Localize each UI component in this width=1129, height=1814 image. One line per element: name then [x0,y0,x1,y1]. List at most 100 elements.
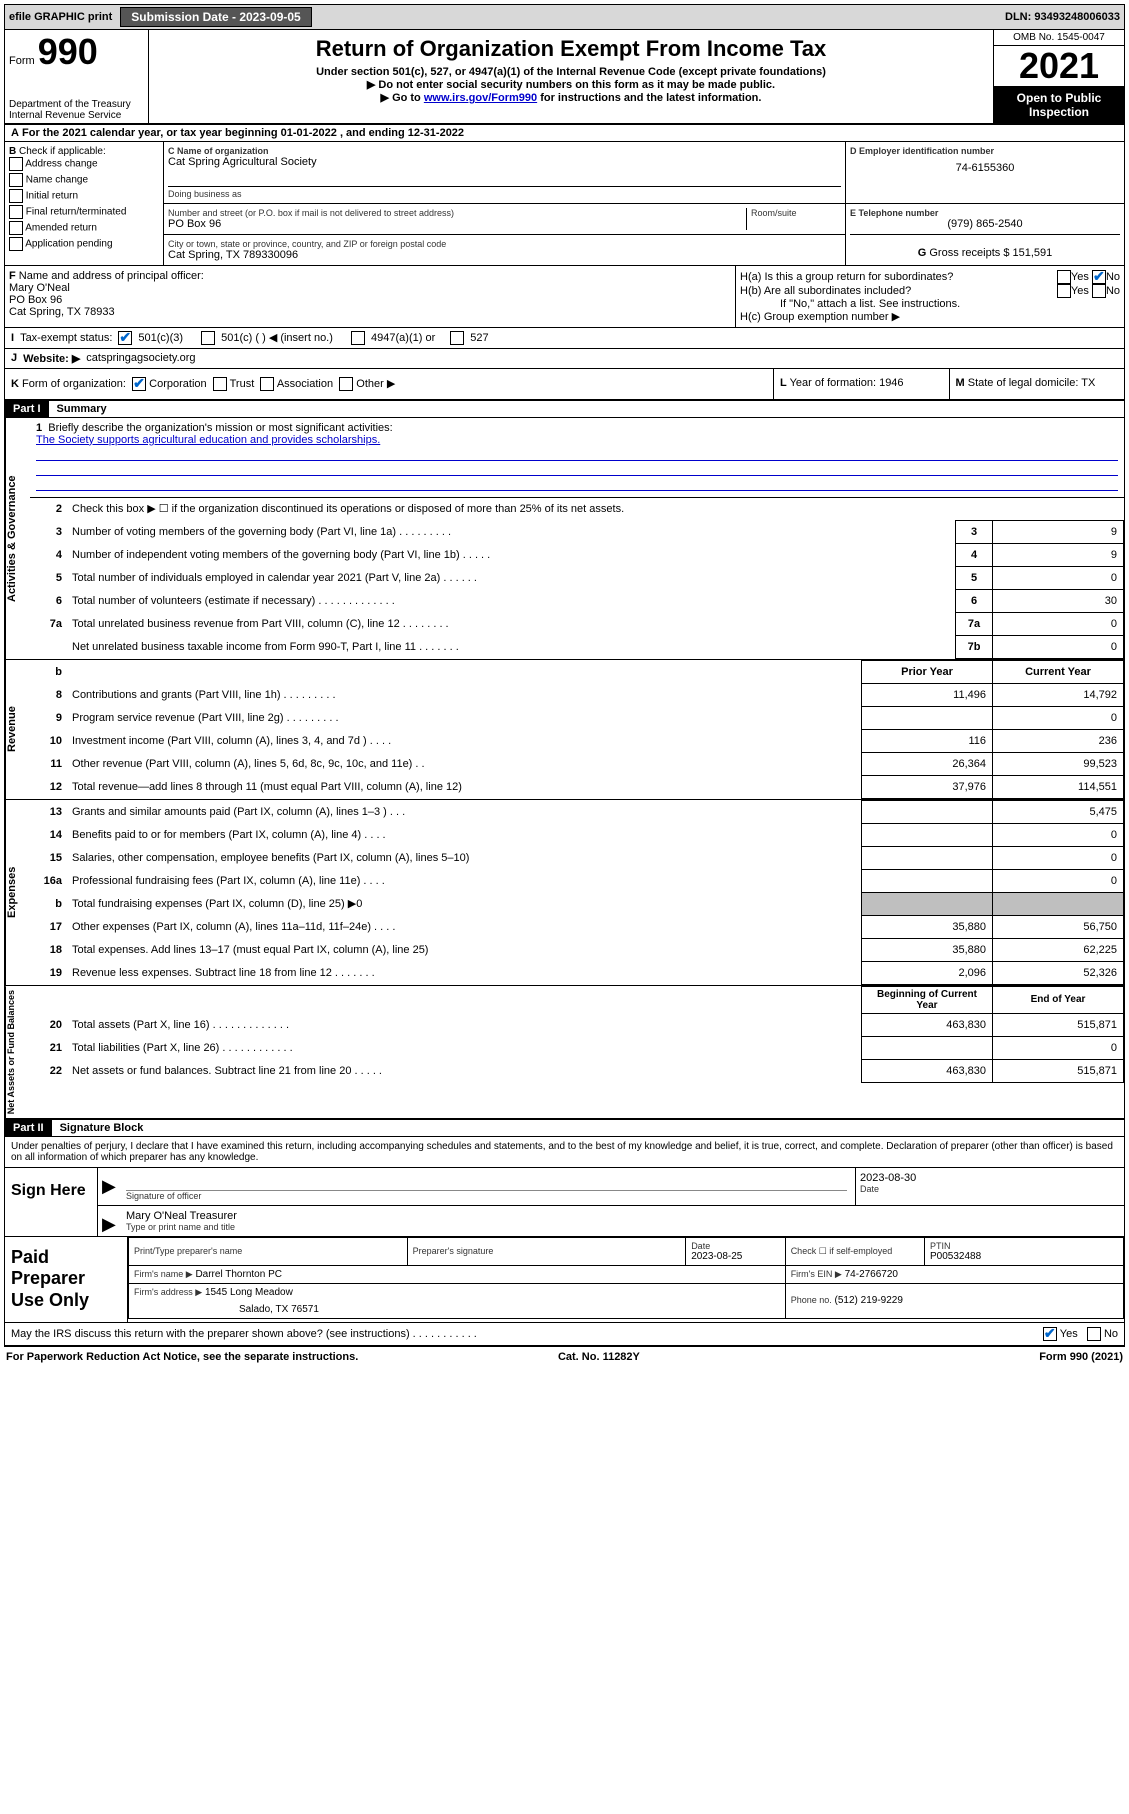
gross-receipts: Gross receipts $ 151,591 [929,247,1052,259]
vtab-revenue: Revenue [5,660,30,799]
irs-link[interactable]: www.irs.gov/Form990 [424,92,537,104]
preparer-table: Print/Type preparer's name Preparer's si… [128,1237,1124,1319]
cb-initial-return[interactable]: Initial return [9,189,159,203]
table-row: 17Other expenses (Part IX, column (A), l… [30,915,1124,938]
table-row: 13Grants and similar amounts paid (Part … [30,800,1124,823]
officer-sig-cell: Signature of officer [122,1168,855,1205]
form-prefix: Form [9,55,35,67]
discuss-yes[interactable] [1043,1327,1057,1341]
table-row: 14Benefits paid to or for members (Part … [30,823,1124,846]
cb-address-change[interactable]: Address change [9,157,159,171]
cb-application-pending[interactable]: Application pending [9,237,159,251]
table-row: 11Other revenue (Part VIII, column (A), … [30,752,1124,775]
street-value: PO Box 96 [168,218,746,230]
form-title-block: Return of Organization Exempt From Incom… [149,30,994,123]
cb-527[interactable] [450,331,464,345]
dba-label: Doing business as [168,189,841,199]
form-id-block: Form 990 Department of the Treasury Inte… [5,30,149,123]
mission-link[interactable]: The Society supports agricultural educat… [36,434,380,446]
tax-year: 2021 [994,46,1124,87]
ein-value: 74-6155360 [850,156,1120,180]
row-klm: K Form of organization: Corporation Trus… [4,369,1125,401]
submission-date-button[interactable]: Submission Date - 2023-09-05 [120,7,311,27]
cb-other[interactable] [339,377,353,391]
firm-addr2: Salado, TX 76571 [129,1301,786,1319]
table-row: 19Revenue less expenses. Subtract line 1… [30,961,1124,984]
cb-corp[interactable] [132,377,146,391]
hb-yes[interactable] [1057,284,1071,298]
section-officer-group: F Name and address of principal officer:… [4,266,1125,328]
table-row: 21Total liabilities (Part X, line 26) . … [30,1036,1124,1059]
cb-trust[interactable] [213,377,227,391]
expenses-section: Expenses 13Grants and similar amounts pa… [4,800,1125,986]
part2-label: Part II [5,1120,52,1136]
preparer-label: Paid Preparer Use Only [5,1237,128,1322]
vtab-governance: Activities & Governance [5,418,30,659]
group-return: H(a) Is this a group return for subordin… [736,266,1124,327]
cb-amended-return[interactable]: Amended return [9,221,159,235]
expenses-table: 13Grants and similar amounts paid (Part … [30,800,1124,985]
table-row: 15Salaries, other compensation, employee… [30,846,1124,869]
ha-yes[interactable] [1057,270,1071,284]
table-row: 4Number of independent voting members of… [30,543,1124,566]
subtitle-1: Under section 501(c), 527, or 4947(a)(1)… [157,66,985,78]
table-row: 16aProfessional fundraising fees (Part I… [30,869,1124,892]
vtab-expenses: Expenses [5,800,30,985]
table-row: Beginning of Current YearEnd of Year [30,986,1124,1013]
table-row: 6Total number of volunteers (estimate if… [30,589,1124,612]
open-to-public: Open to PublicInspection [994,87,1124,123]
street-label: Number and street (or P.O. box if mail i… [168,208,746,218]
discuss-no[interactable] [1087,1327,1101,1341]
form-990-footer: Form 990 (2021) [1039,1351,1123,1363]
cb-4947[interactable] [351,331,365,345]
cb-name-change[interactable]: Name change [9,173,159,187]
perjury-text: Under penalties of perjury, I declare th… [4,1137,1125,1168]
dept-treasury: Department of the Treasury [9,99,131,110]
sign-section: Sign Here ▶ Signature of officer 2023-08… [4,1168,1125,1237]
principal-officer: F Name and address of principal officer:… [5,266,736,327]
bottom-line: For Paperwork Reduction Act Notice, see … [4,1347,1125,1367]
cb-final-return[interactable]: Final return/terminated [9,205,159,219]
col-c-org-info: C Name of organization Cat Spring Agricu… [164,142,1124,265]
dln-text: DLN: 93493248006033 [1005,11,1120,23]
table-row: 2Check this box ▶ ☐ if the organization … [30,498,1124,521]
revenue-section: Revenue bPrior YearCurrent Year8Contribu… [4,660,1125,800]
sign-arrow-icon: ▶ [98,1168,122,1205]
city-value: Cat Spring, TX 789330096 [168,249,841,261]
firm-addr1: 1545 Long Meadow [205,1287,293,1298]
part2-title: Signature Block [52,1120,152,1136]
governance-section: Activities & Governance 1 Briefly descri… [4,418,1125,660]
table-row: 7aTotal unrelated business revenue from … [30,612,1124,635]
ein-cell: D Employer identification number 74-6155… [846,142,1124,203]
netassets-table: Beginning of Current YearEnd of Year20To… [30,986,1124,1083]
sign-here-label: Sign Here [5,1168,98,1236]
city-label: City or town, state or province, country… [168,239,841,249]
subtitle-3: ▶ Go to www.irs.gov/Form990 for instruct… [157,91,985,104]
right-contact: E Telephone number (979) 865-2540 G Gros… [845,204,1124,265]
revenue-table: bPrior YearCurrent Year8Contributions an… [30,660,1124,799]
cb-501c3[interactable] [118,331,132,345]
cb-assoc[interactable] [260,377,274,391]
cat-no: Cat. No. 11282Y [558,1351,640,1363]
phone-value: (979) 865-2540 [850,218,1120,230]
website-url: catspringagsociety.org [86,352,195,364]
firm-phone: (512) 219-9229 [835,1295,903,1306]
hb-no[interactable] [1092,284,1106,298]
efile-label: efile GRAPHIC print [9,11,112,23]
table-row: 12Total revenue—add lines 8 through 11 (… [30,775,1124,798]
org-name-cell: C Name of organization Cat Spring Agricu… [164,142,846,203]
table-row: Net unrelated business taxable income fr… [30,635,1124,658]
table-row: 10Investment income (Part VIII, column (… [30,729,1124,752]
netassets-section: Net Assets or Fund Balances Beginning of… [4,986,1125,1120]
governance-table: 2Check this box ▶ ☐ if the organization … [30,498,1124,659]
firm-name: Darrel Thornton PC [195,1269,282,1280]
table-row: 9Program service revenue (Part VIII, lin… [30,706,1124,729]
top-bar: efile GRAPHIC print Submission Date - 20… [4,4,1125,30]
subtitle-2: ▶ Do not enter social security numbers o… [157,78,985,91]
table-row: 18Total expenses. Add lines 13–17 (must … [30,938,1124,961]
table-row: bTotal fundraising expenses (Part IX, co… [30,892,1124,915]
irs-discuss-row: May the IRS discuss this return with the… [4,1323,1125,1347]
ha-no[interactable] [1092,270,1106,284]
omb-number: OMB No. 1545-0047 [994,30,1124,46]
cb-501c[interactable] [201,331,215,345]
